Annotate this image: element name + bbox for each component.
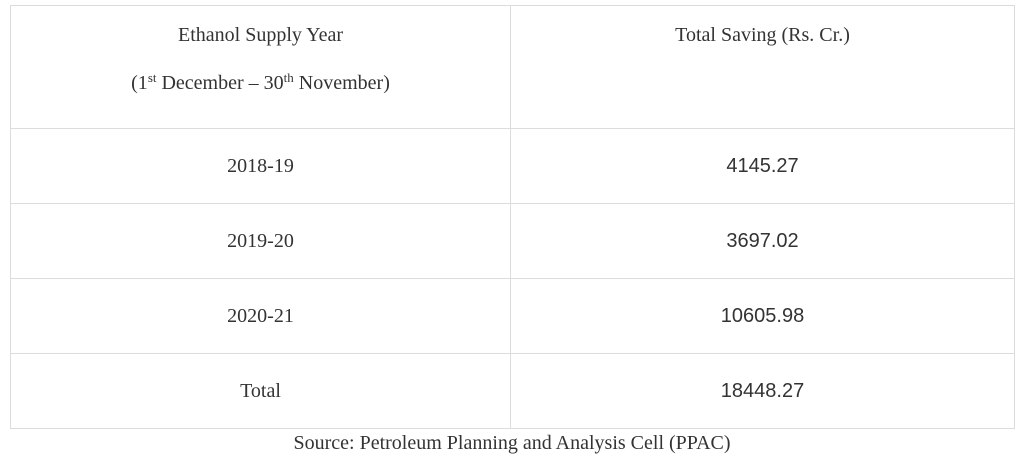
table-row: Total 18448.27 [10,353,1015,429]
year-cell: 2018-19 [10,128,511,204]
year-cell: 2020-21 [10,278,511,354]
saving-cell: 4145.27 [510,128,1015,204]
column-title: Total Saving (Rs. Cr.) [675,24,850,46]
year-cell: 2019-20 [10,203,511,279]
note-part: December – 30 [161,72,284,94]
year-cell: Total [10,353,511,429]
table-row: 2020-21 10605.98 [10,278,1015,354]
saving-cell: 18448.27 [510,353,1015,429]
note-part: November) [298,72,390,94]
column-title: Ethanol Supply Year [178,24,343,46]
note-sup: st [147,70,157,85]
header-cell: Total Saving (Rs. Cr.) [510,5,1015,129]
note-part: (1 [131,72,148,94]
header-cell: Ethanol Supply Year (1st December – 30th N… [10,5,511,129]
source-note: Source: Petroleum Planning and Analysis … [293,432,731,454]
savings-table: Ethanol Supply Year (1st December – 30th N… [10,5,1015,429]
table-row: 2018-19 4145.27 [10,128,1015,204]
saving-cell: 10605.98 [510,278,1015,354]
header-row: Ethanol Supply Year (1st December – 30th N… [10,5,1015,129]
saving-cell: 3697.02 [510,203,1015,279]
table-row: 2019-20 3697.02 [10,203,1015,279]
period-note: (1st December – 30th November) [11,71,510,95]
note-sup: th [283,70,294,85]
